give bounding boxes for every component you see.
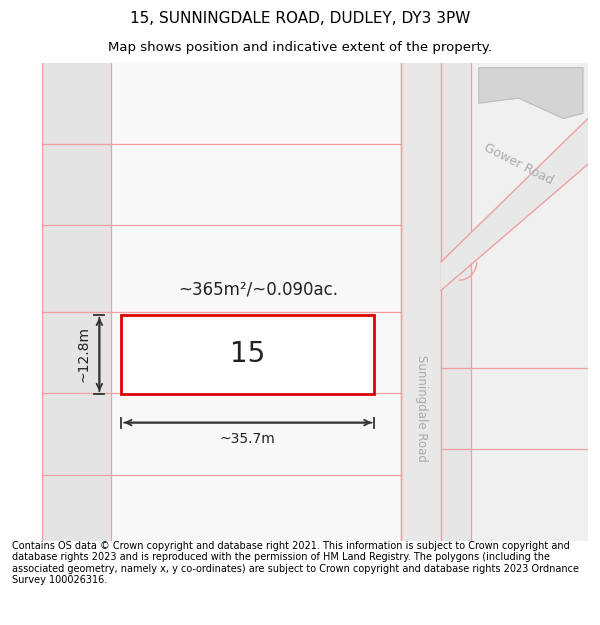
Bar [401,62,441,541]
Bar [441,62,471,541]
Bar [121,315,374,394]
Text: ~12.8m: ~12.8m [77,326,91,382]
Bar [42,62,112,541]
Text: ~35.7m: ~35.7m [220,432,276,446]
Text: Sunningdale Road: Sunningdale Road [415,355,428,462]
Bar [441,62,588,541]
Text: 15, SUNNINGDALE ROAD, DUDLEY, DY3 3PW: 15, SUNNINGDALE ROAD, DUDLEY, DY3 3PW [130,11,470,26]
Text: Contains OS data © Crown copyright and database right 2021. This information is : Contains OS data © Crown copyright and d… [12,541,579,586]
Bar [42,62,401,541]
Text: 15: 15 [230,341,265,369]
Polygon shape [479,68,583,119]
Polygon shape [441,119,588,291]
Text: Map shows position and indicative extent of the property.: Map shows position and indicative extent… [108,41,492,54]
Text: ~365m²/~0.090ac.: ~365m²/~0.090ac. [178,281,338,298]
Text: Gower Road: Gower Road [482,141,556,188]
